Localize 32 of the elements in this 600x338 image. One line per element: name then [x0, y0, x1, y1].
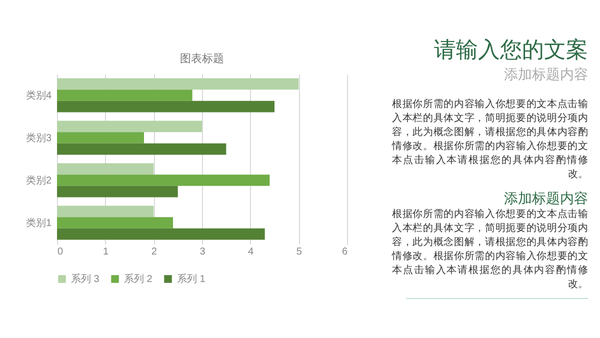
bar	[57, 174, 270, 186]
chart-title: 图表标题	[180, 52, 224, 65]
bar	[57, 228, 265, 240]
x-tick-label: 2	[151, 246, 158, 258]
bar	[57, 143, 226, 155]
legend-label: 系列 3	[71, 273, 100, 285]
x-tick-label: 1	[103, 246, 110, 258]
bar	[57, 120, 202, 132]
bar	[57, 186, 178, 198]
text: 根据你所需的内容输入你想要的文本点击输入本栏的具体文字，简明扼要的说明分项内容，此为概念图解，请根据您的具体内容酌情修改。根据你所需的内容输入你想要的文本点击输入本请根据您的具体内容酌情修改。	[392, 208, 588, 292]
x-tick-label: 6	[342, 246, 348, 258]
bar	[57, 78, 299, 90]
y-tick-label: 类别1	[26, 216, 52, 229]
bar	[57, 206, 154, 218]
text: 请输入您的文案	[433, 36, 588, 64]
bar	[57, 132, 144, 144]
y-tick-label: 类别4	[26, 89, 52, 102]
x-tick-label: 5	[296, 246, 302, 258]
text: 添加标题内容	[503, 65, 588, 84]
x-tick-label: 0	[58, 246, 64, 258]
text: 根据你所需的内容输入你想要的文本点击输入本栏的具体文字，简明扼要的说明分项内容，此为概念图解，请根据您的具体内容酌情修改。根据你所需的内容输入你想要的文本点击输入本请根据您的具体内容酌情修改。	[392, 98, 588, 182]
y-tick-label: 类别3	[26, 132, 52, 144]
bar	[57, 90, 192, 101]
legend-label: 系列 2	[124, 273, 153, 285]
bar	[57, 163, 154, 175]
y-tick-label: 类别2	[26, 174, 52, 186]
x-tick-label: 3	[200, 246, 206, 258]
x-tick-label: 4	[248, 246, 254, 258]
text: 添加标题内容	[503, 189, 588, 208]
bar	[57, 217, 173, 228]
legend-label: 系列 1	[177, 273, 206, 285]
bar	[57, 100, 274, 112]
